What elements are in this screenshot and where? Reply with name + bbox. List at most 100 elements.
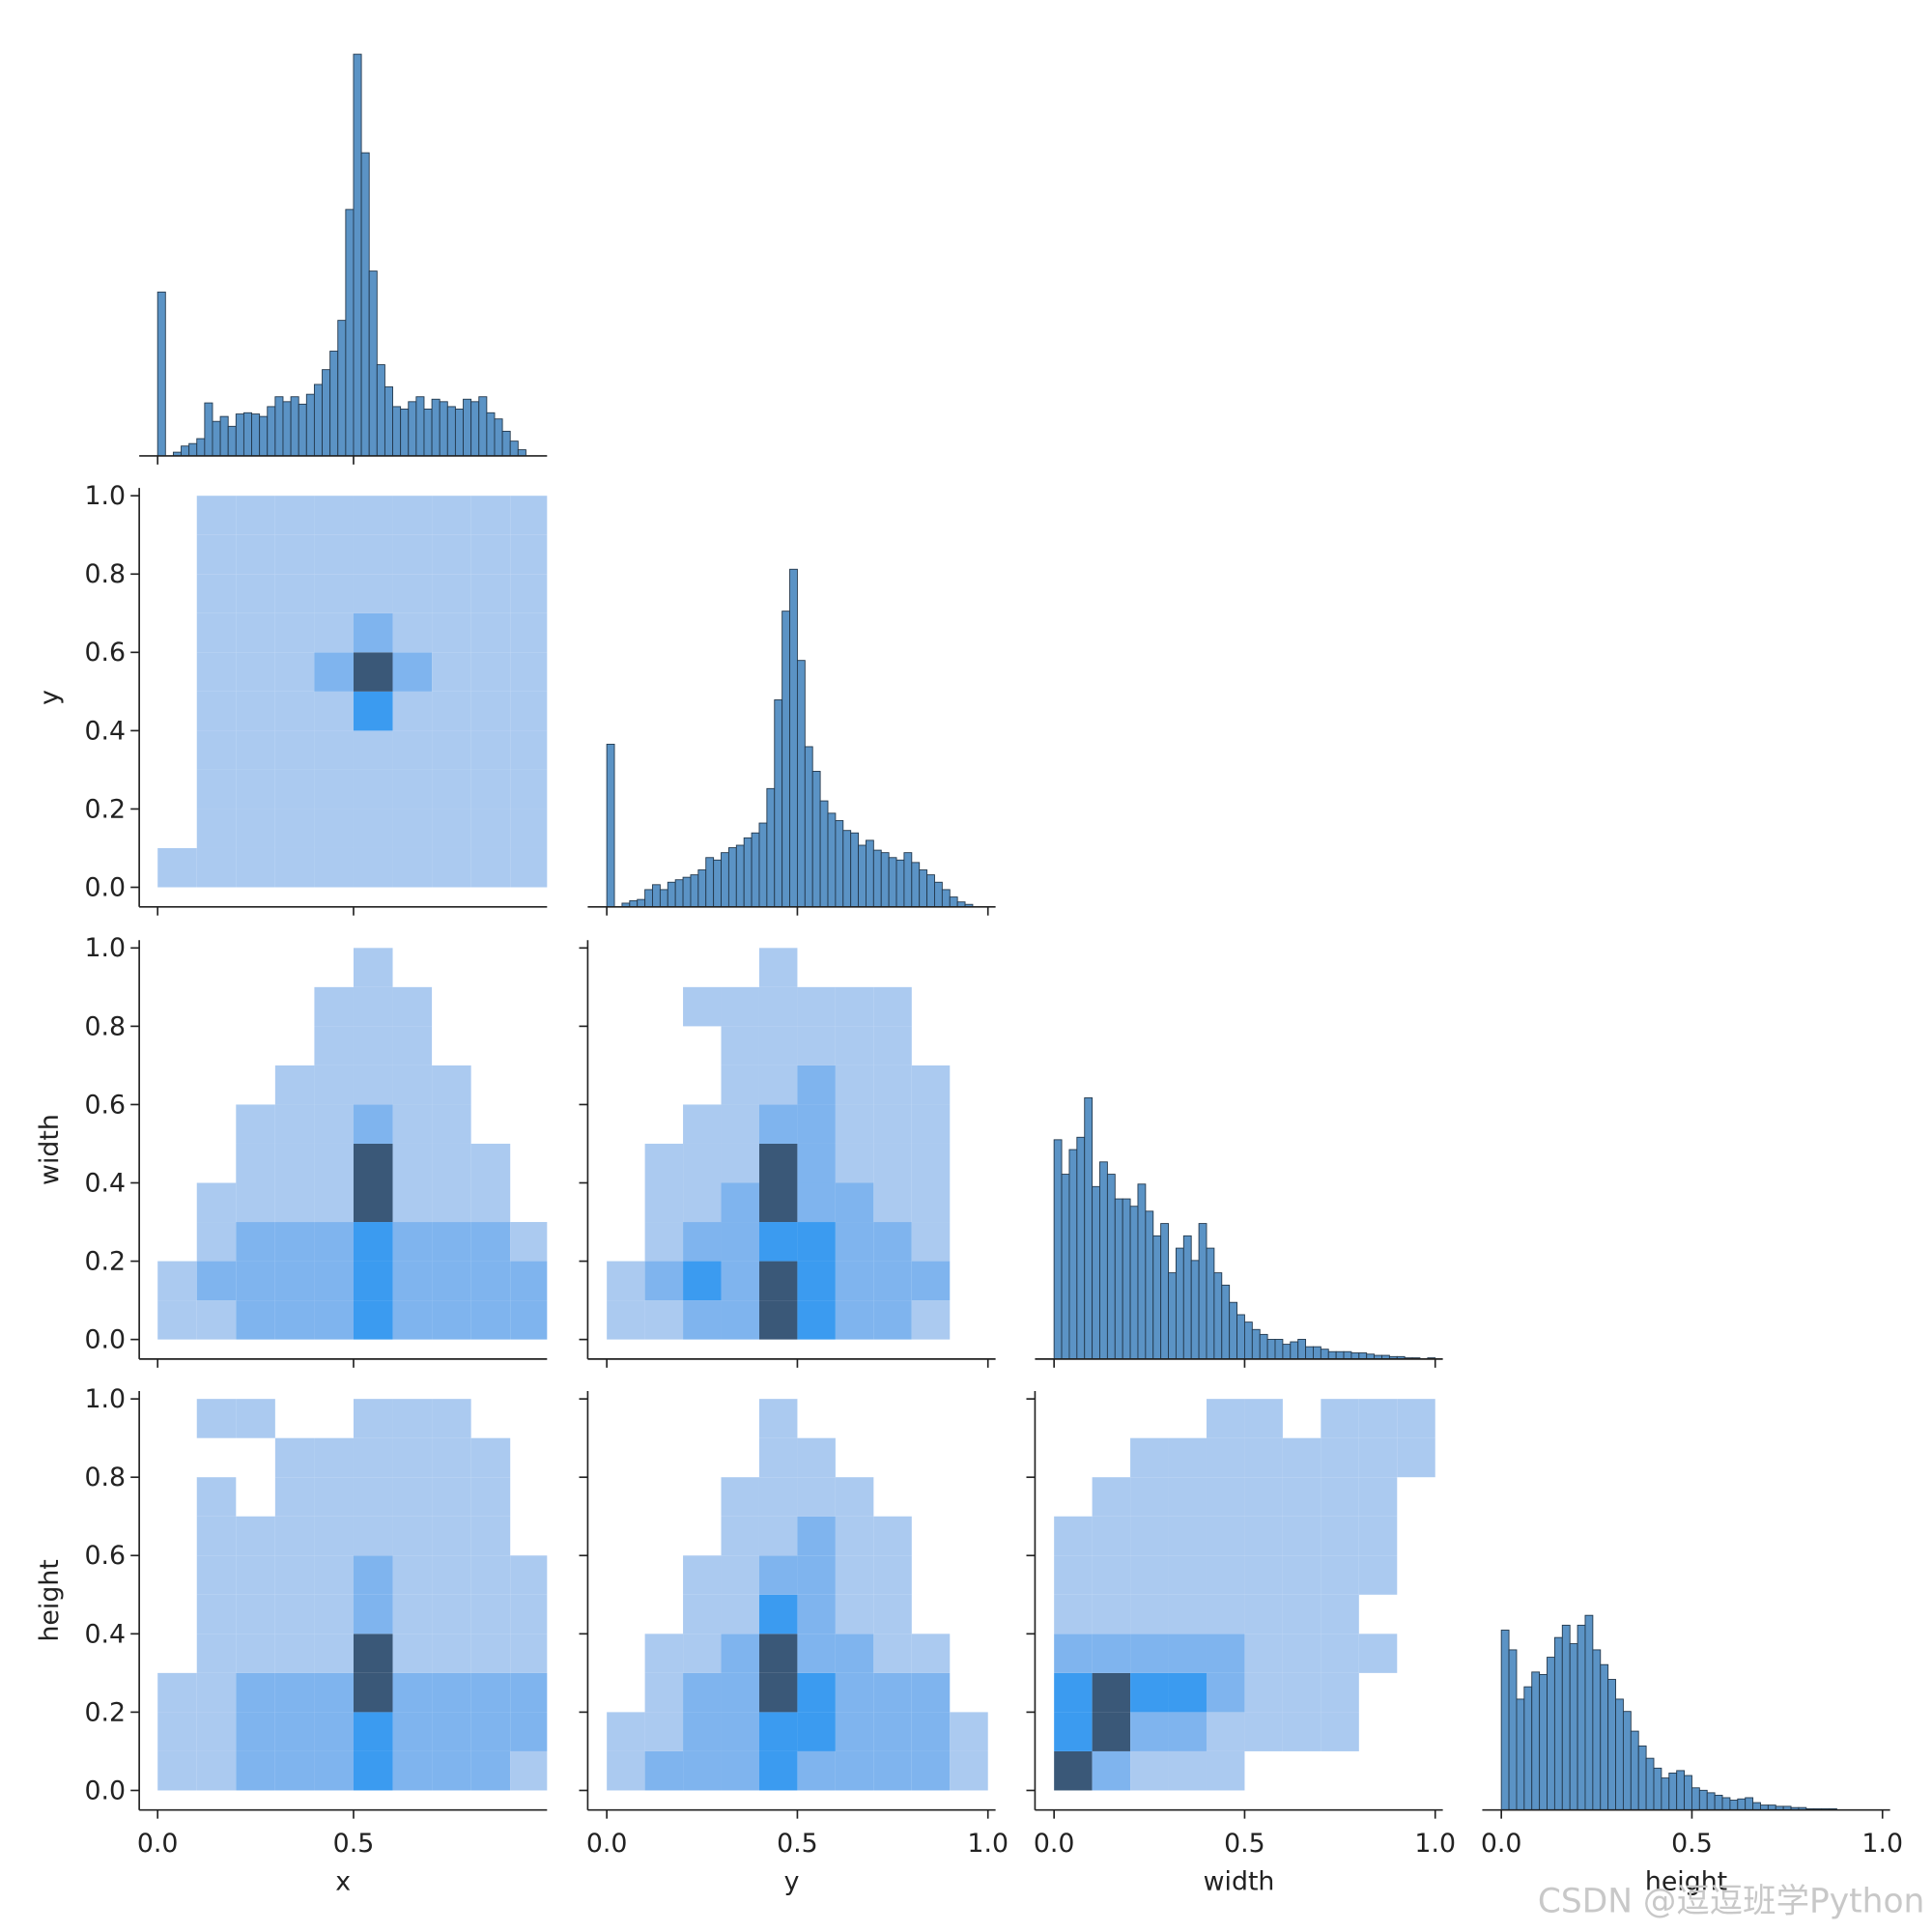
heatmap-cell <box>1244 1516 1283 1556</box>
hist-bar <box>796 660 806 907</box>
hist-bar <box>305 393 315 456</box>
heatmap-cell <box>314 1182 354 1223</box>
hist-bar <box>721 852 729 907</box>
hist-bar <box>345 209 355 456</box>
heatmap-cell <box>236 1555 275 1595</box>
heatmap-cell <box>392 769 433 810</box>
hist-bar <box>1691 1787 1700 1810</box>
heatmap-cell <box>470 1516 511 1556</box>
x-tick-label: 1.0 <box>1861 1829 1903 1859</box>
hist-bar <box>819 800 829 907</box>
hist-bar <box>1122 1198 1131 1359</box>
heatmap-cell <box>314 574 354 613</box>
heatmap-cell <box>432 1594 471 1634</box>
heatmap-cell <box>721 1516 759 1556</box>
heatmap-cell <box>835 1104 874 1144</box>
y-tick-label: 0.4 <box>85 1619 127 1649</box>
heatmap-cell <box>758 1222 798 1262</box>
heatmap-cell <box>797 1300 836 1340</box>
heatmap-cell <box>432 1634 471 1673</box>
heatmap-cell <box>236 769 275 810</box>
hist-bar <box>880 852 890 907</box>
heatmap-cell <box>353 948 393 987</box>
hist-bar <box>494 418 503 456</box>
hist-bar <box>1615 1698 1624 1810</box>
heatmap-cell <box>607 1261 645 1301</box>
heatmap-cell <box>758 1300 798 1340</box>
hist-bar <box>866 839 874 907</box>
heatmap-cell <box>274 847 315 888</box>
heatmap-cell <box>353 1750 393 1791</box>
heatmap-cell <box>470 847 511 888</box>
heatmap-cell <box>644 1712 684 1751</box>
heatmap-cell <box>683 1555 722 1595</box>
heatmap-cell <box>196 1516 237 1556</box>
heatmap-cell <box>353 847 393 888</box>
x-tick-label: 0.5 <box>1671 1829 1713 1859</box>
heatmap-cell <box>510 1634 548 1673</box>
heatmap-cell <box>1130 1516 1169 1556</box>
heatmap-cell <box>873 1516 912 1556</box>
heatmap-cell <box>353 1026 393 1065</box>
heatmap-cell <box>1282 1477 1321 1517</box>
plot-area <box>607 948 951 1340</box>
heatmap-cell <box>470 730 511 770</box>
hist-bar <box>659 889 668 907</box>
y-tick-label: 0.0 <box>85 1325 127 1355</box>
heatmap-cell <box>236 612 275 653</box>
heatmap-cell <box>392 1300 433 1340</box>
heatmap-cell <box>683 1143 722 1183</box>
hist-bar <box>1561 1624 1571 1810</box>
heatmap-cell <box>470 809 511 848</box>
heatmap-cell <box>797 1594 836 1634</box>
heatmap-cell <box>470 612 511 653</box>
heatmap-cell <box>432 652 471 692</box>
heatmap-cell <box>644 1222 684 1262</box>
heatmap-cell <box>274 691 315 731</box>
heatmap-cell <box>1358 1634 1398 1673</box>
heatmap-cell <box>1321 1437 1359 1478</box>
heatmap-cell <box>274 1634 315 1673</box>
x-tick-label: 0.5 <box>777 1829 818 1859</box>
heatmap-cell <box>432 612 471 653</box>
heatmap-cell <box>392 1437 433 1478</box>
heatmap-cell <box>353 1399 393 1438</box>
hist-bar <box>1607 1679 1616 1810</box>
heatmap-cell <box>432 1516 471 1556</box>
heatmap-cell <box>1358 1399 1398 1438</box>
heatmap-cell <box>1206 1594 1245 1634</box>
heatmap-cell <box>873 1143 912 1183</box>
hist-bar <box>637 898 646 907</box>
hist-bar <box>1320 1349 1329 1359</box>
hist-bar <box>1523 1686 1533 1810</box>
heatmap-cell <box>1206 1477 1245 1517</box>
heatmap-cell <box>314 1555 354 1595</box>
hist-bar <box>1637 1745 1647 1810</box>
hist-bar <box>1229 1301 1237 1359</box>
heatmap-cell <box>236 1222 275 1262</box>
y-tick-label: 0.6 <box>85 1541 127 1571</box>
plot-area <box>606 568 974 907</box>
heatmap-cell <box>510 1712 548 1751</box>
hist-bar <box>682 876 692 907</box>
heatmap-cell <box>1092 1594 1131 1634</box>
heatmap-cell <box>911 1750 951 1791</box>
heatmap-cell <box>392 1026 433 1065</box>
heatmap-cell <box>1168 1477 1207 1517</box>
hist-bar <box>690 874 699 907</box>
heatmap-cell <box>432 1672 471 1713</box>
x-tick-label: 0.0 <box>586 1829 628 1859</box>
heatmap-cell <box>236 534 275 575</box>
y-tick-label: 0.8 <box>85 559 127 589</box>
heatmap-cell <box>236 1516 275 1556</box>
heatmap-cell <box>607 1750 645 1791</box>
hist-bar <box>368 270 378 456</box>
hist-bar <box>1129 1206 1139 1359</box>
heatmap-cell <box>721 1594 759 1634</box>
hist-bar <box>1152 1235 1162 1359</box>
heatmap-cell <box>353 612 393 653</box>
heatmap-cell <box>1130 1437 1169 1478</box>
heatmap-cell <box>392 612 433 653</box>
hist-bar <box>431 398 440 456</box>
